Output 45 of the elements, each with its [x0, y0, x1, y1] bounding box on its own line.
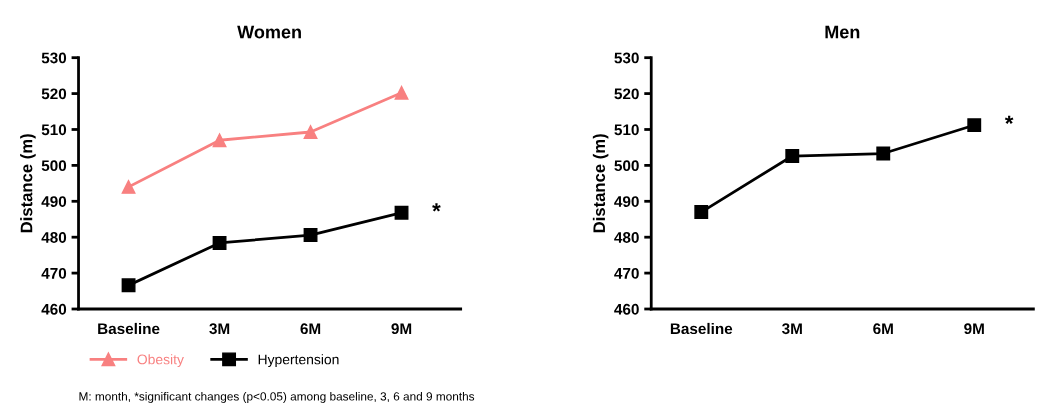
- x-tick-label: 9M: [964, 323, 984, 335]
- y-tick-label: 530: [614, 52, 639, 64]
- annotation: *: [432, 203, 441, 212]
- point: [212, 133, 227, 148]
- point: [121, 179, 136, 194]
- y-tick-label: 520: [614, 88, 639, 100]
- point: [212, 235, 227, 250]
- y-tick-label: 500: [614, 160, 639, 172]
- y-tick-label: 480: [41, 232, 67, 243]
- x-tick-label: 9M: [391, 323, 412, 335]
- x-tick-label: 3M: [209, 323, 230, 335]
- y-tick-label: 470: [41, 267, 67, 279]
- point: [303, 125, 318, 139]
- x-tick-label: 3M: [782, 323, 802, 335]
- legend-label: Hypertension: [258, 354, 339, 368]
- y-tick-label: 520: [41, 88, 67, 100]
- x-tick-label: 6M: [300, 323, 321, 335]
- point: [694, 205, 709, 220]
- text: M: month, *significant changes (p<0.05) among baseline, 3, 6 and 9 months: [79, 391, 475, 403]
- x-tick-label: Baseline: [670, 322, 733, 335]
- x-tick-label: 6M: [873, 323, 893, 335]
- y-tick-label: 490: [614, 196, 639, 207]
- point: [394, 85, 409, 100]
- chart-title: Women: [237, 25, 301, 39]
- annotation: *: [1004, 115, 1014, 124]
- y-tick-label: 510: [614, 124, 639, 136]
- y-axis-title: Distance (m): [20, 134, 36, 233]
- y-axis-title: Distance (m): [592, 134, 609, 233]
- legend-label: Obesity: [137, 354, 184, 368]
- point: [785, 149, 800, 163]
- point: [967, 118, 982, 133]
- point: [876, 146, 891, 161]
- point: [394, 205, 409, 220]
- y-tick-label: 490: [41, 196, 67, 207]
- y-tick-label: 480: [614, 232, 639, 243]
- point: [303, 228, 318, 242]
- y-tick-label: 460: [41, 303, 67, 315]
- y-tick-label: 510: [41, 124, 67, 136]
- y-tick-label: 470: [614, 267, 639, 279]
- y-tick-label: 500: [41, 160, 67, 172]
- chart-title: Men: [825, 25, 860, 39]
- y-tick-label: 530: [41, 52, 67, 64]
- point: [121, 278, 136, 293]
- x-tick-label: Baseline: [98, 322, 160, 335]
- y-tick-label: 460: [614, 303, 639, 315]
